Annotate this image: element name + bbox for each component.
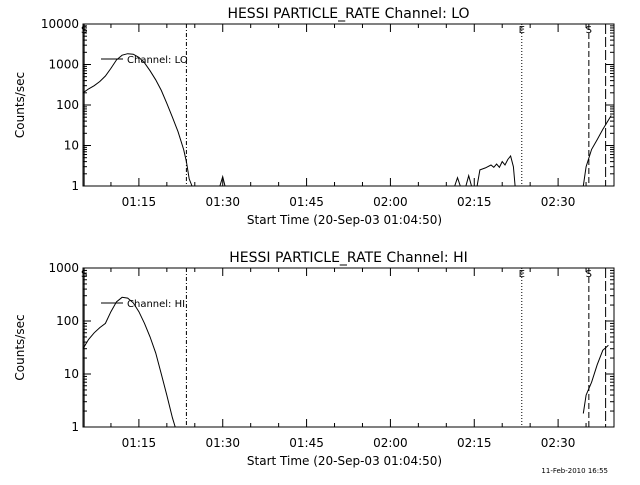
series-segment-lo-0-3 bbox=[465, 173, 472, 187]
panel-lo: HESSI PARTICLE_RATE Channel: LO Start Ti… bbox=[13, 6, 615, 227]
series-segment-hi-0-1 bbox=[582, 344, 609, 414]
x-tick-label-lo-0: 01:15 bbox=[122, 195, 157, 209]
marker-label-lo-2: E bbox=[519, 25, 525, 36]
x-tick-label-lo-4: 02:15 bbox=[457, 195, 492, 209]
x-tick-label-hi-4: 02:15 bbox=[457, 436, 492, 450]
x-tick-label-hi-2: 01:45 bbox=[289, 436, 324, 450]
series-segment-lo-0-2 bbox=[454, 176, 461, 187]
x-tick-label-lo-1: 01:30 bbox=[205, 195, 240, 209]
x-tick-label-hi-5: 02:30 bbox=[541, 436, 576, 450]
series-segment-lo-0-5 bbox=[582, 115, 612, 187]
panel-title-hi: HESSI PARTICLE_RATE Channel: HI bbox=[229, 250, 467, 266]
series-segment-lo-0-4 bbox=[476, 154, 516, 187]
x-tick-label-lo-2: 01:45 bbox=[289, 195, 324, 209]
panel-hi: HESSI PARTICLE_RATE Channel: HI Start Ti… bbox=[13, 250, 615, 468]
y-tick-label-hi-3: 1000 bbox=[48, 261, 79, 275]
legend-label-hi: Channel: HI bbox=[127, 299, 185, 310]
marker-label-lo-3: S bbox=[586, 25, 592, 36]
y-axis-label-lo: Counts/sec bbox=[13, 72, 27, 138]
plot-frame-lo bbox=[82, 23, 615, 187]
series-segment-lo-0-1 bbox=[219, 174, 226, 187]
marker-label-hi-3: S bbox=[586, 269, 592, 280]
y-tick-label-lo-4: 10000 bbox=[41, 17, 79, 31]
legend-label-lo: Channel: LO bbox=[127, 55, 188, 66]
series-segment-lo-0-0 bbox=[82, 53, 193, 187]
x-axis-label-lo: Start Time (20-Sep-03 01:04:50) bbox=[247, 213, 442, 227]
marker-label-lo-0: S bbox=[81, 25, 87, 36]
y-axis-label-hi: Counts/sec bbox=[13, 314, 27, 380]
y-tick-label-hi-1: 10 bbox=[64, 367, 79, 381]
y-tick-label-lo-2: 100 bbox=[56, 98, 79, 112]
x-tick-label-hi-3: 02:00 bbox=[373, 436, 408, 450]
y-tick-label-hi-0: 1 bbox=[71, 420, 79, 434]
y-tick-label-hi-2: 100 bbox=[56, 314, 79, 328]
x-axis-label-hi: Start Time (20-Sep-03 01:04:50) bbox=[247, 454, 442, 468]
y-tick-label-lo-1: 10 bbox=[64, 139, 79, 153]
x-tick-label-hi-0: 01:15 bbox=[122, 436, 157, 450]
marker-label-hi-2: E bbox=[519, 269, 525, 280]
panel-title-lo: HESSI PARTICLE_RATE Channel: LO bbox=[227, 6, 469, 22]
plot-timestamp: 11-Feb-2010 16:55 bbox=[541, 467, 608, 475]
x-tick-label-hi-1: 01:30 bbox=[205, 436, 240, 450]
y-tick-label-lo-3: 1000 bbox=[48, 58, 79, 72]
x-tick-label-lo-3: 02:00 bbox=[373, 195, 408, 209]
plot-frame-hi bbox=[82, 267, 615, 428]
y-tick-label-lo-0: 1 bbox=[71, 179, 79, 193]
x-tick-label-lo-5: 02:30 bbox=[541, 195, 576, 209]
marker-label-hi-0: S bbox=[81, 269, 87, 280]
series-segment-hi-0-0 bbox=[82, 296, 176, 428]
